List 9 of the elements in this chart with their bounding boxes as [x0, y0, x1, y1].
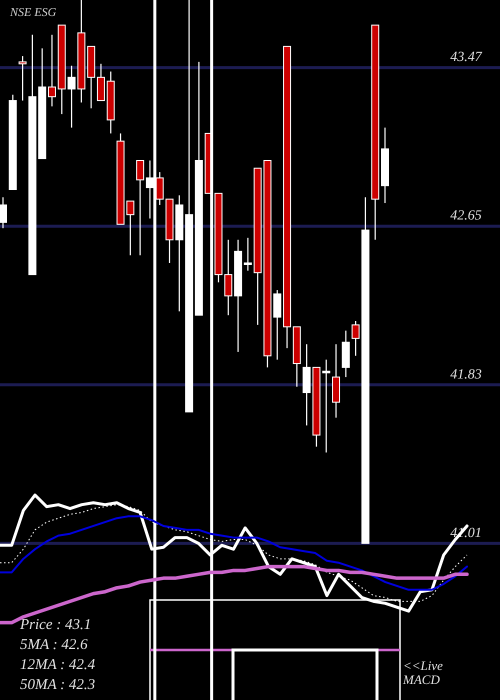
annotation: Price : 43.1	[19, 617, 92, 633]
y-tick-label: 43.47	[450, 50, 483, 66]
chart-title: NSE ESG	[9, 5, 57, 19]
annotation: <<Live MACD	[402, 658, 444, 687]
y-tick-label: 41.83	[450, 367, 482, 382]
annotation: 12MA : 42.4	[20, 657, 96, 673]
annotation: 5MA : 42.6	[20, 637, 88, 653]
annotation: 50MA : 42.3	[20, 677, 96, 693]
y-tick-label: 42.65	[450, 208, 482, 224]
